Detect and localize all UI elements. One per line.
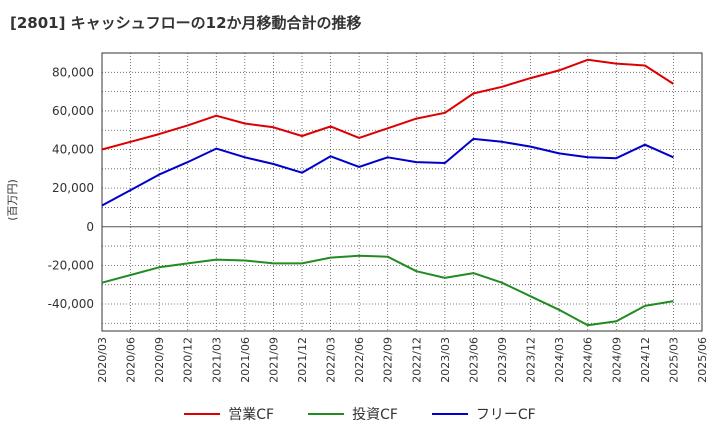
x-tick-label: 2023/12	[525, 337, 538, 383]
x-tick-label: 2024/09	[610, 337, 623, 383]
y-tick-label: 40,000	[52, 143, 94, 157]
x-tick-label: 2022/06	[353, 337, 366, 383]
plot-border	[101, 52, 703, 332]
x-tick-label: 2022/03	[325, 337, 338, 383]
legend-item-free: フリーCF	[431, 404, 536, 424]
x-tick-label: 2021/09	[267, 337, 280, 383]
y-tick-label: 0	[86, 220, 94, 234]
legend-swatch-investing	[308, 413, 345, 415]
y-axis-label: (百万円)	[6, 179, 19, 221]
x-tick-label: 2021/03	[210, 337, 223, 383]
x-tick-label: 2024/03	[553, 337, 566, 383]
x-tick-label: 2020/03	[96, 337, 109, 383]
legend-item-operating: 営業CF	[184, 404, 274, 424]
x-tick-label: 2020/12	[182, 337, 195, 383]
x-tick-label: 2021/06	[239, 337, 252, 383]
x-tick-label: 2025/03	[667, 337, 680, 383]
series-line-1	[101, 254, 674, 327]
x-tick-label: 2024/06	[582, 337, 595, 383]
legend-item-investing: 投資CF	[308, 404, 398, 424]
series-line-0	[101, 58, 674, 151]
y-tick-label: -20,000	[48, 258, 94, 272]
x-tick-label: 2021/12	[296, 337, 309, 383]
x-tick-label: 2023/03	[439, 337, 452, 383]
y-tick-label: -40,000	[48, 297, 94, 311]
x-tick-label: 2022/12	[410, 337, 423, 383]
x-tick-label: 2025/06	[696, 337, 709, 383]
x-tick-label: 2023/06	[467, 337, 480, 383]
y-tick-label: 20,000	[52, 181, 94, 195]
legend-label-investing: 投資CF	[352, 407, 398, 423]
legend-label-operating: 営業CF	[228, 407, 275, 423]
x-tick-label: 2024/12	[639, 337, 652, 383]
legend-swatch-operating	[184, 413, 221, 415]
y-tick-label: 80,000	[52, 65, 94, 79]
y-tick-label: 60,000	[52, 104, 94, 118]
chart-title: [2801] キャッシュフローの12か月移動合計の推移	[10, 14, 362, 32]
legend-label-free: フリーCF	[475, 407, 536, 423]
x-tick-label: 2022/09	[382, 337, 395, 383]
x-tick-label: 2023/09	[496, 337, 509, 383]
x-tick-label: 2020/09	[153, 337, 166, 383]
legend: 営業CF 投資CF フリーCF	[0, 402, 720, 426]
plot-background	[102, 53, 702, 331]
series-line-2	[101, 137, 674, 207]
legend-swatch-free	[431, 413, 468, 415]
x-tick-label: 2020/06	[125, 337, 138, 383]
